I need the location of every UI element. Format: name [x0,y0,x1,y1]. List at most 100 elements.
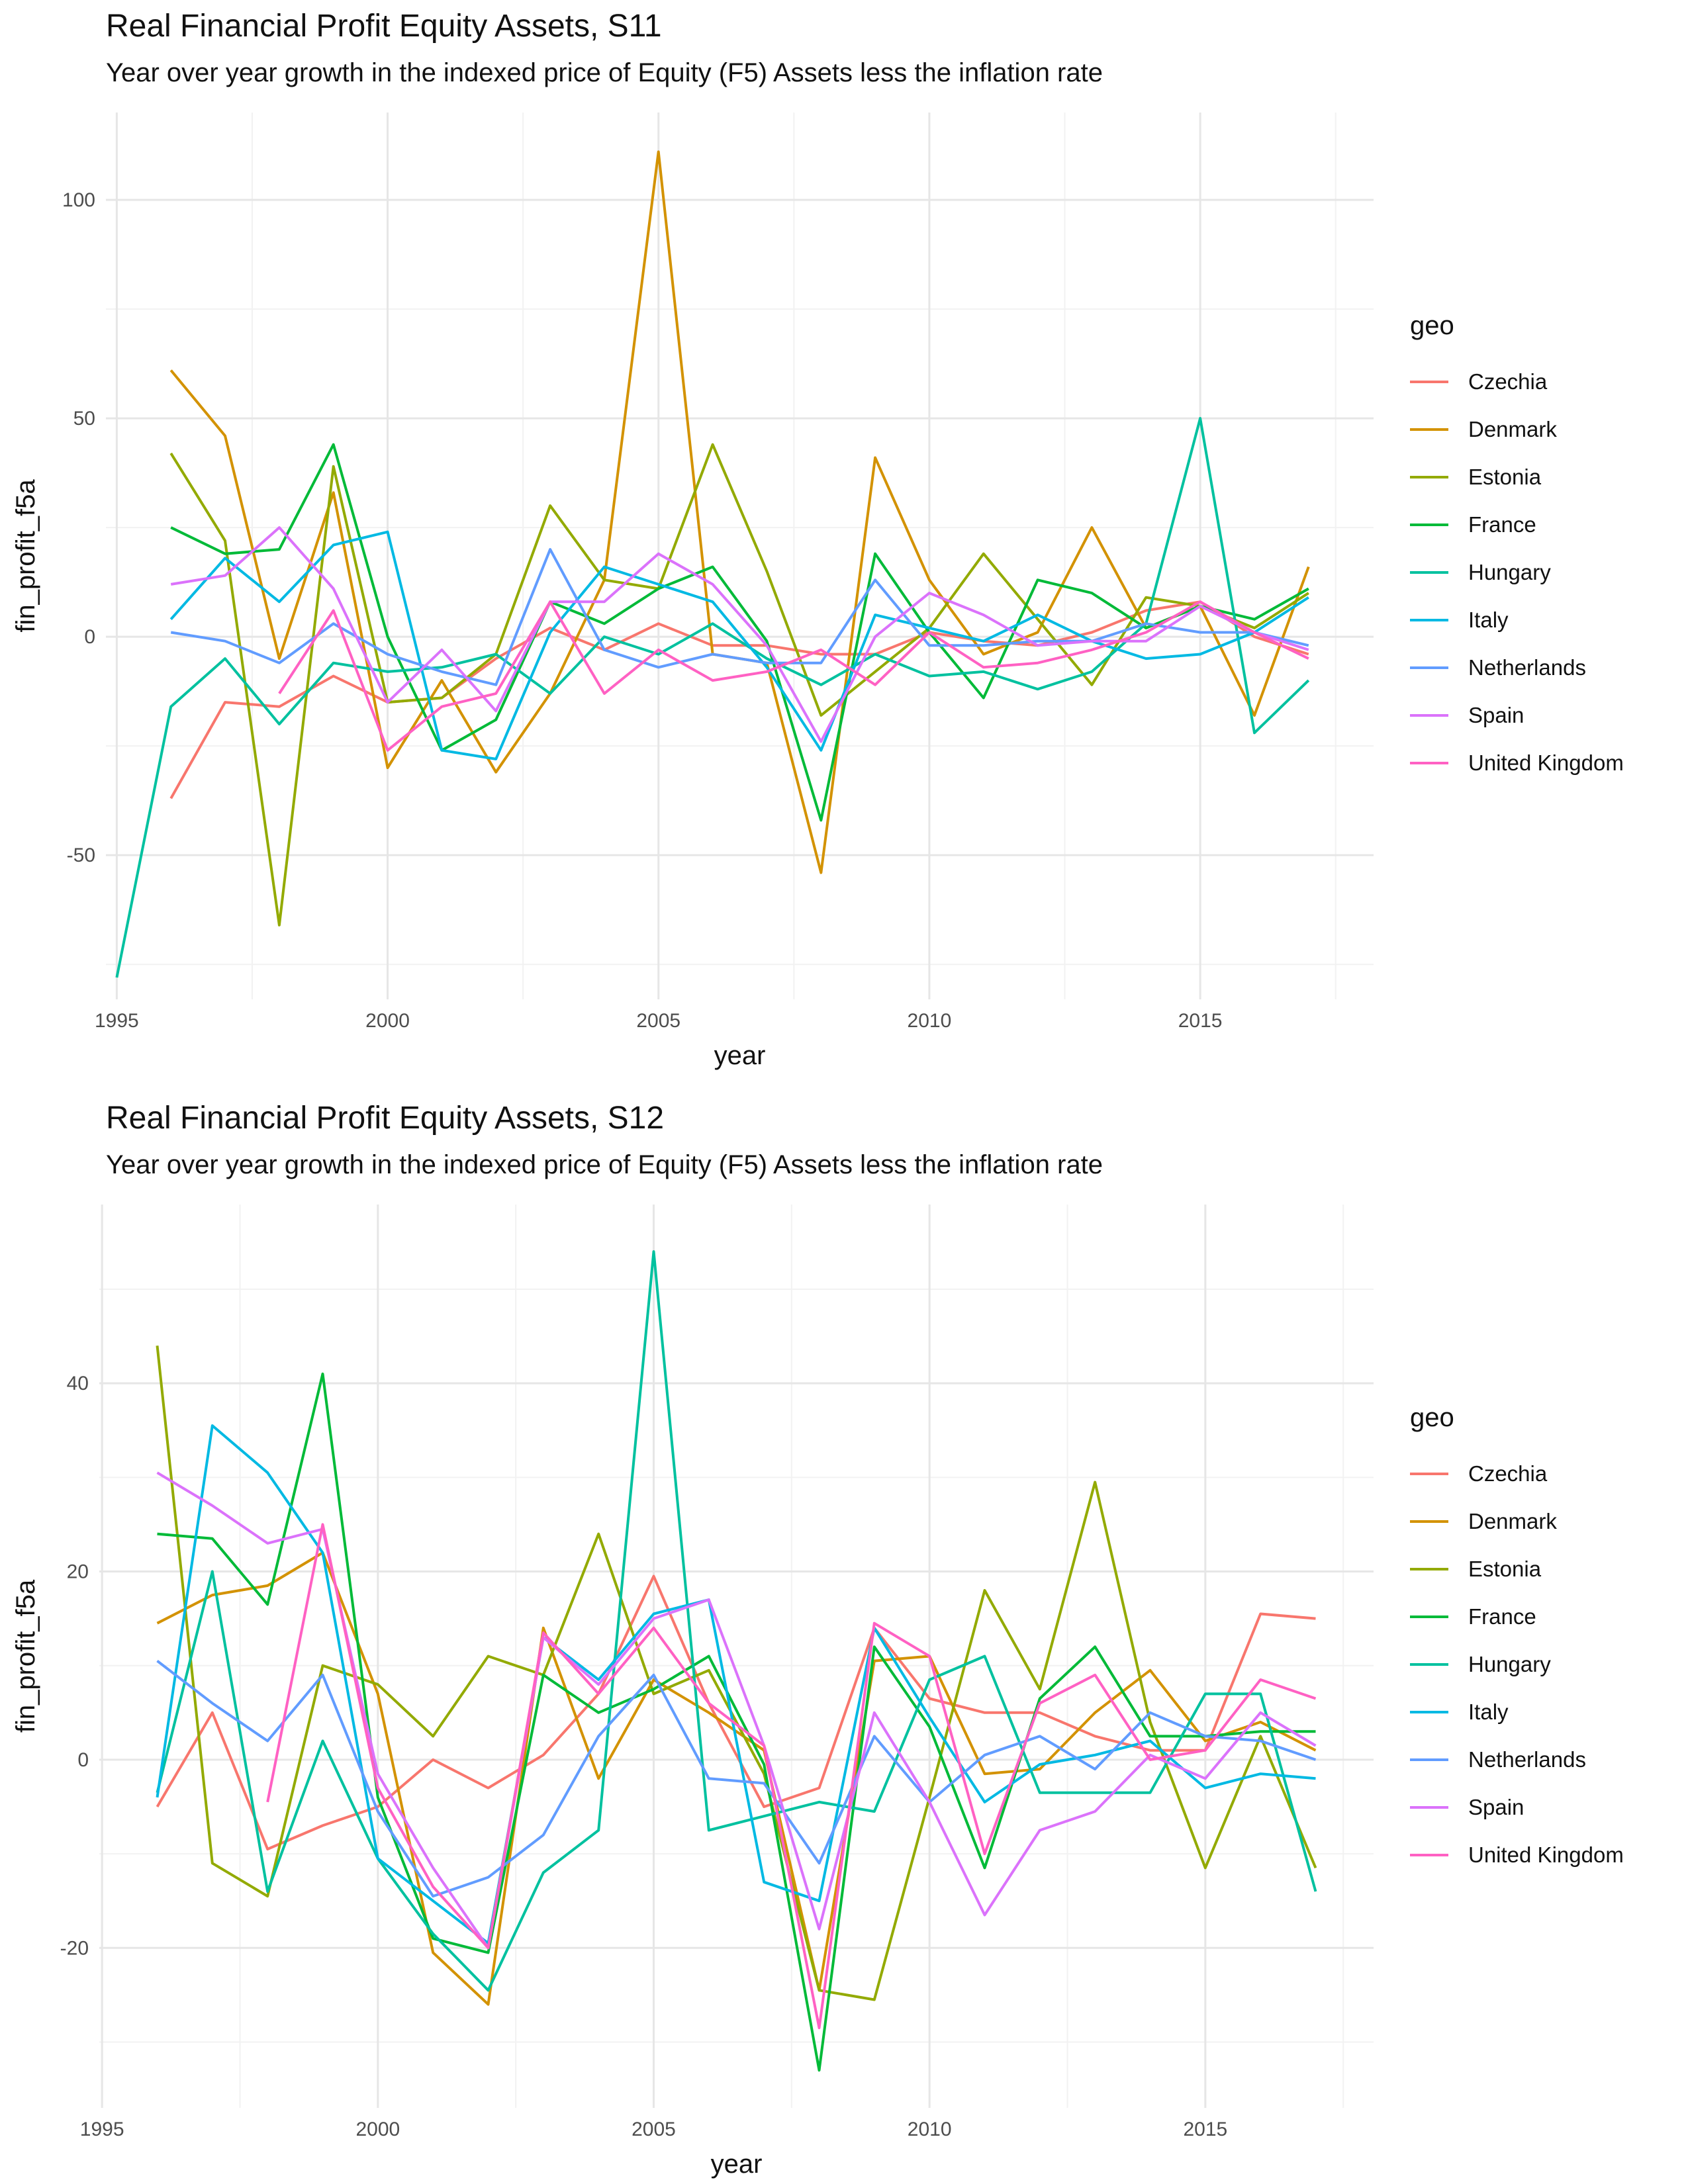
legend-item-italy: Italy [1410,1688,1624,1736]
x-tick-label: 2015 [1183,2118,1227,2140]
chart-panel-s12: Real Financial Profit Equity Assets, S12… [0,1092,1688,2184]
series-line-netherlands [170,548,1309,686]
legend-key-line [1410,1758,1448,1761]
legend-item-denmark: Denmark [1410,406,1624,453]
legend-key-line [1410,571,1448,574]
series-line-netherlands [156,1660,1317,1898]
legend-item-denmark: Denmark [1410,1498,1624,1545]
x-tick-label: 2000 [355,2118,400,2140]
series-line-france [170,443,1309,822]
x-tick-label: 1995 [80,2118,124,2140]
legend-label: Denmark [1468,1509,1557,1533]
series-line-italy [169,530,1309,760]
legend-key-line [1410,476,1448,478]
series-line-denmark [169,150,1310,874]
legend-label: Czechia [1468,369,1548,394]
legend-items: Czechia Denmark Estonia France Hungary Italy N… [1410,1450,1624,1879]
legend-key-line [1410,523,1448,526]
legend-item-france: France [1410,501,1624,549]
legend-item-hungary: Hungary [1410,1641,1624,1688]
legend-item-spain: Spain [1410,1784,1624,1831]
legend-key-line [1410,1806,1448,1809]
series-line-czechia [156,1574,1316,1850]
legend-label: Spain [1468,703,1524,727]
legend-item-spain: Spain [1410,692,1624,739]
y-tick-label: -20 [60,1937,89,1959]
legend-label: Italy [1468,608,1509,632]
legend-label: Hungary [1468,1652,1551,1676]
y-tick-label: -50 [67,844,95,866]
series-line-united-kingdom [266,1523,1317,2030]
legend-key-line [1410,762,1448,764]
legend-label: United Kingdom [1468,1843,1624,1867]
legend-label: France [1468,512,1536,537]
legend: geo Czechia Denmark Estonia France Hungary It… [1410,311,1624,787]
legend-key-line [1410,714,1448,717]
legend-label: Denmark [1468,417,1557,441]
legend-label: Netherlands [1468,1747,1586,1772]
legend-key-line [1410,1520,1448,1523]
legend-label: Netherlands [1468,655,1586,680]
x-tick-label: 2015 [1178,1010,1223,1032]
y-tick-label: 20 [67,1561,89,1583]
legend-item-czechia: Czechia [1410,1450,1624,1498]
series-line-estonia [169,443,1309,927]
legend-item-united-kingdom: United Kingdom [1410,1831,1624,1879]
legend-label: Hungary [1468,560,1551,584]
line-chart-s11: 1995 2000 2005 2010 2015 -50 0 50 100 year fin_pro… [11,113,1374,1070]
x-axis-title: year [711,2150,763,2179]
y-tick-label: 0 [77,1749,89,1771]
y-tick-label: 100 [62,189,95,211]
legend-key-line [1410,428,1448,431]
legend-item-hungary: Hungary [1410,549,1624,596]
legend-label: Czechia [1468,1461,1548,1486]
x-tick-label: 2010 [908,1010,952,1032]
x-axis-title: year [714,1041,766,1070]
series-line-united-kingdom [278,600,1309,752]
legend-label: United Kingdom [1468,751,1624,775]
legend-items: Czechia Denmark Estonia France Hungary Italy N… [1410,358,1624,787]
legend-label: France [1468,1604,1536,1629]
line-chart-s12: 1995 2000 2005 2010 2015 -20 0 20 40 year fin_prof… [11,1205,1374,2179]
legend-item-netherlands: Netherlands [1410,1736,1624,1784]
legend-key-line [1410,666,1448,669]
legend-item-estonia: Estonia [1410,1545,1624,1593]
chart-title: Real Financial Profit Equity Assets, S12 [106,1101,665,1136]
chart-title: Real Financial Profit Equity Assets, S11 [106,9,662,44]
gridlines [106,113,1374,999]
legend-item-estonia: Estonia [1410,453,1624,501]
legend-key-line [1410,381,1448,383]
x-tick-label: 2010 [908,2118,952,2140]
series-line-france [157,1372,1316,2072]
chart-subtitle: Year over year growth in the indexed pri… [106,1150,1103,1179]
legend-item-united-kingdom: United Kingdom [1410,739,1624,787]
y-axis-title: fin_profit_f5a [11,1579,40,1733]
legend-key-line [1410,1568,1448,1570]
legend-key-line [1410,1615,1448,1618]
series-line-hungary [115,417,1310,978]
series-line-czechia [169,600,1309,799]
legend-title: geo [1410,1403,1454,1432]
legend-key-line [1410,619,1448,621]
y-axis-title: fin_profit_f5a [11,479,40,633]
legend-key-line [1410,1473,1448,1475]
x-tick-label: 2000 [365,1010,410,1032]
legend: geo Czechia Denmark Estonia France Hungary It… [1410,1403,1624,1879]
y-tick-label: 50 [73,408,95,430]
y-tick-label: 0 [84,626,95,648]
legend-key-line [1410,1663,1448,1666]
series-line-estonia [156,1345,1317,2001]
series-line-denmark [156,1551,1317,2006]
chart-subtitle: Year over year growth in the indexed pri… [106,58,1103,87]
legend-item-netherlands: Netherlands [1410,644,1624,692]
chart-panel-s11: Real Financial Profit Equity Assets, S11… [11,9,1624,1070]
x-tick-label: 2005 [632,2118,676,2140]
legend-item-czechia: Czechia [1410,358,1624,406]
series-line-hungary [156,1250,1317,1992]
legend-item-italy: Italy [1410,596,1624,644]
legend-key-line [1410,1854,1448,1856]
legend-label: Estonia [1468,465,1542,489]
legend-label: Estonia [1468,1557,1542,1581]
legend-label: Spain [1468,1795,1524,1819]
x-tick-label: 2005 [636,1010,680,1032]
